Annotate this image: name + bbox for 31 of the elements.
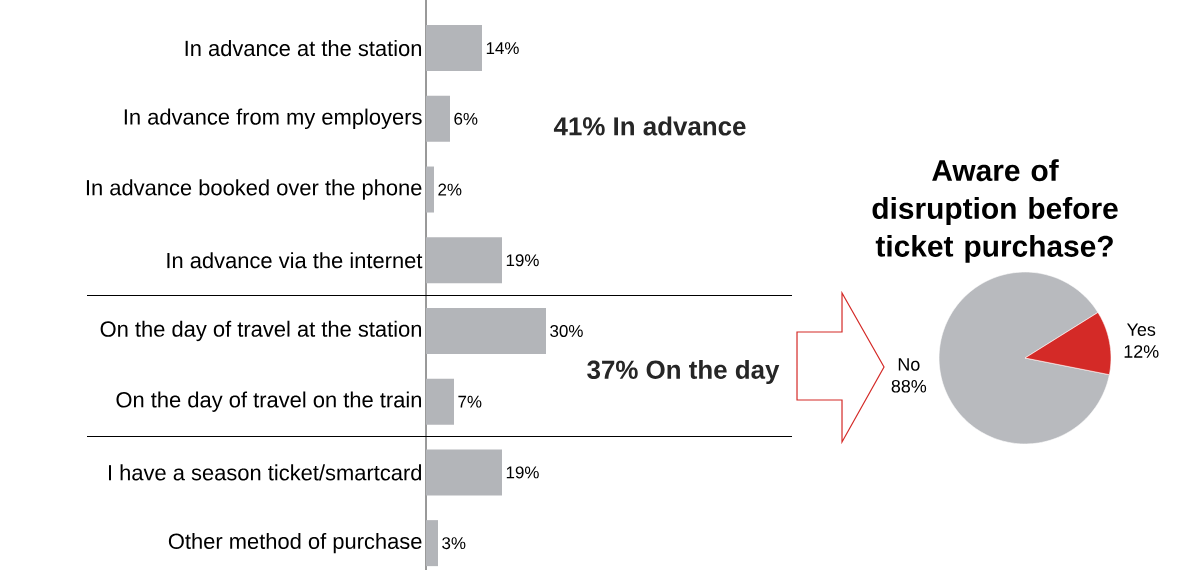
- bar: [426, 378, 454, 425]
- y-tick-label: I have a season ticket/smartcard: [108, 464, 422, 481]
- chart-title: Aware of disruption before ticket purchase?: [872, 159, 1118, 263]
- data-label: 12%: [1124, 345, 1159, 358]
- data-label: 6%: [454, 112, 478, 125]
- y-tick-label: In advance at the station: [185, 40, 422, 57]
- slice-label: No: [898, 358, 920, 371]
- bar: [426, 307, 546, 354]
- data-label: 19%: [506, 466, 539, 479]
- annotation: 41% In advance: [553, 116, 746, 136]
- data-label: 14%: [486, 42, 519, 54]
- bar: [426, 237, 502, 284]
- bar: [426, 520, 438, 567]
- annotation: 37% On the day: [587, 359, 780, 385]
- bar: [426, 25, 482, 72]
- y-tick-label: In advance booked over the phone: [86, 179, 422, 200]
- y-tick-label: In advance from my employers: [124, 108, 422, 130]
- slice-label: Yes: [1126, 323, 1156, 336]
- data-label: 88%: [891, 379, 927, 393]
- data-label: 3%: [442, 537, 466, 550]
- y-tick-label: On the day of travel at the station: [100, 320, 422, 342]
- bar: [426, 449, 502, 496]
- bar: [426, 95, 450, 142]
- y-tick-label: In advance via the internet: [167, 252, 423, 269]
- data-label: 2%: [438, 183, 462, 196]
- data-label: 7%: [458, 395, 482, 408]
- y-tick-label: On the day of travel on the train: [116, 391, 422, 412]
- data-label: 30%: [550, 324, 583, 337]
- bar: [426, 166, 434, 213]
- y-tick-label: Other method of purchase: [168, 532, 422, 554]
- data-label: 19%: [506, 254, 539, 267]
